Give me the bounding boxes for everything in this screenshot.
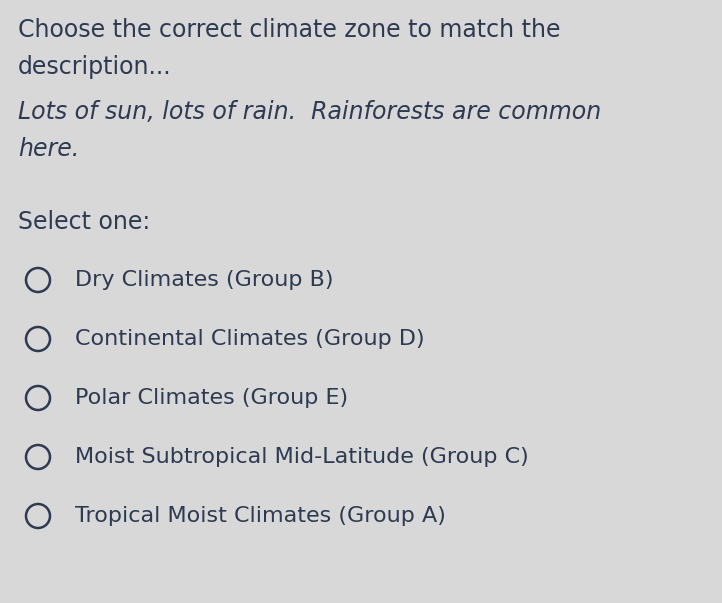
Text: description...: description...: [18, 55, 172, 79]
Text: Polar Climates (Group E): Polar Climates (Group E): [75, 388, 348, 408]
Text: Lots of sun, lots of rain.  Rainforests are common: Lots of sun, lots of rain. Rainforests a…: [18, 100, 601, 124]
Text: Choose the correct climate zone to match the: Choose the correct climate zone to match…: [18, 18, 560, 42]
Text: here.: here.: [18, 137, 79, 161]
Text: Select one:: Select one:: [18, 210, 150, 234]
Text: Tropical Moist Climates (Group A): Tropical Moist Climates (Group A): [75, 506, 446, 526]
Text: Moist Subtropical Mid-Latitude (Group C): Moist Subtropical Mid-Latitude (Group C): [75, 447, 529, 467]
Text: Continental Climates (Group D): Continental Climates (Group D): [75, 329, 425, 349]
Text: Dry Climates (Group B): Dry Climates (Group B): [75, 270, 334, 290]
